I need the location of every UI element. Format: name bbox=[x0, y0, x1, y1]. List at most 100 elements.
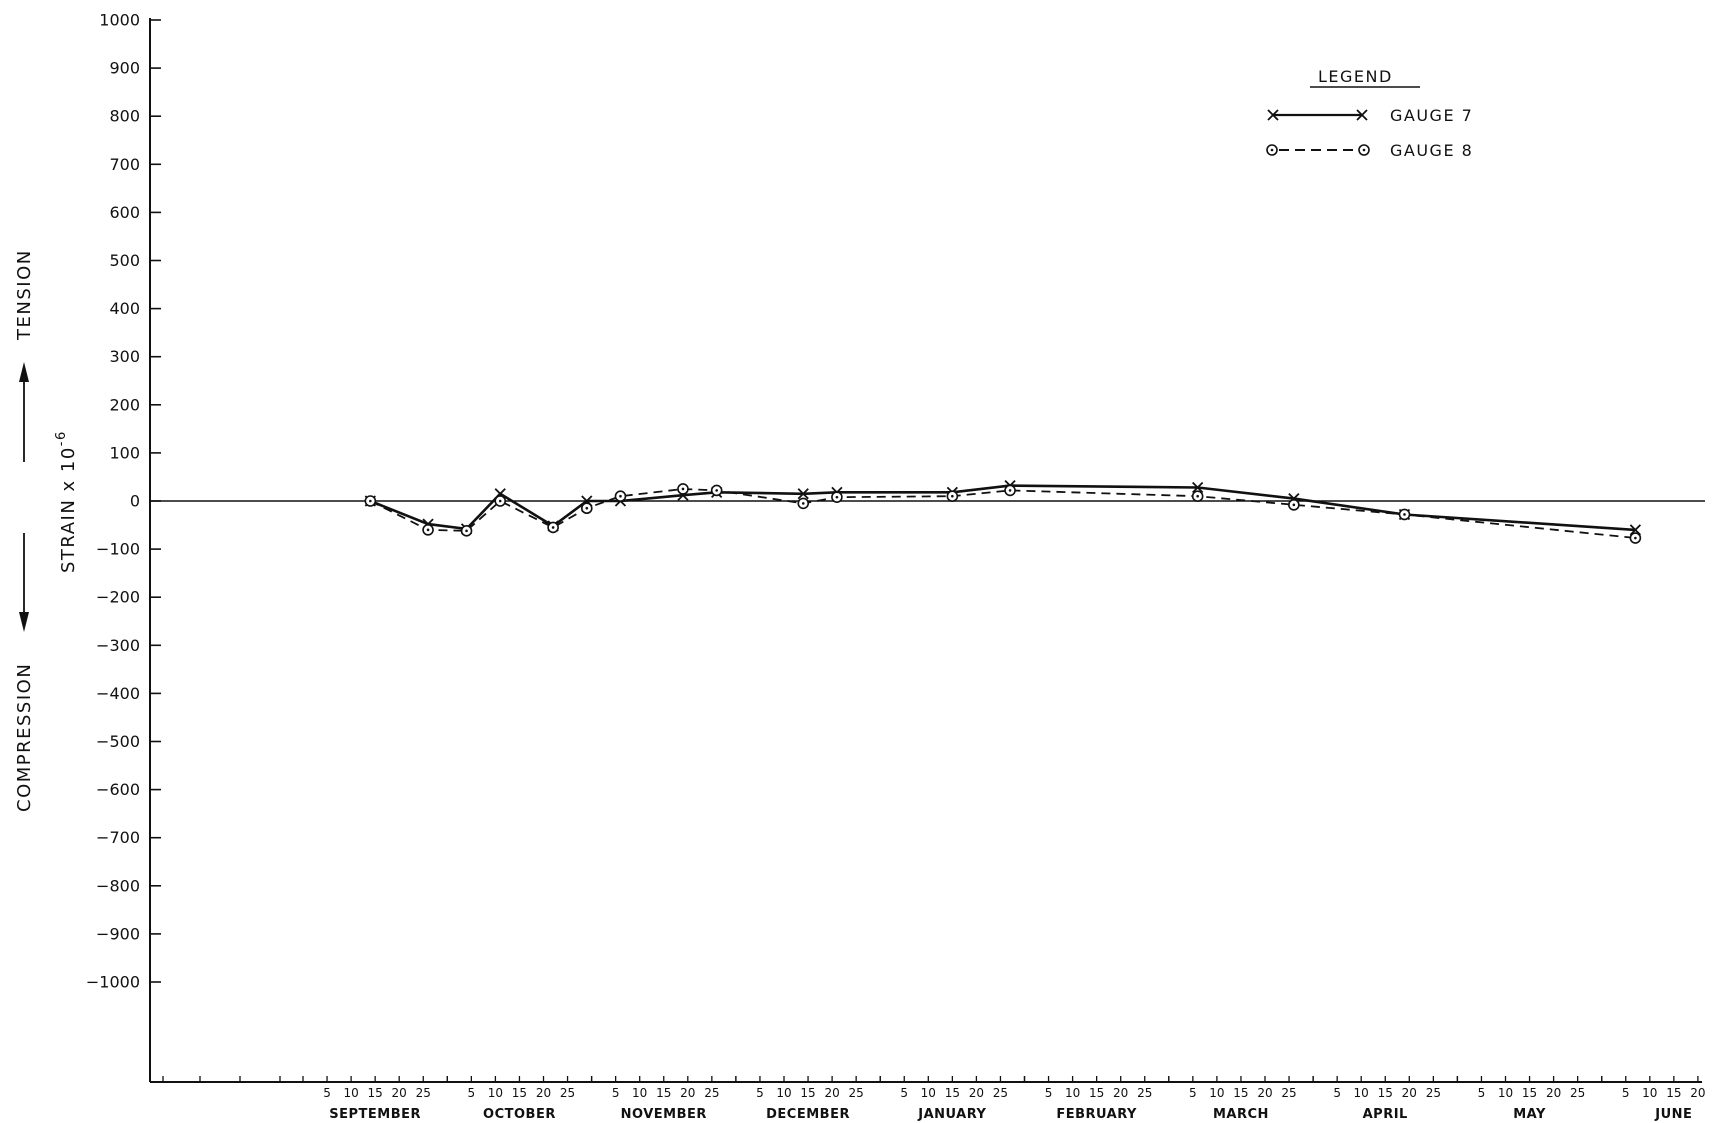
y-axis-title: STRAIN x 10-6 bbox=[54, 430, 79, 573]
x-day-label: 20 bbox=[392, 1086, 407, 1100]
x-day-label: 10 bbox=[488, 1086, 503, 1100]
x-day-label: 25 bbox=[560, 1086, 575, 1100]
month-label: MAY bbox=[1513, 1107, 1546, 1122]
x-day-label: 10 bbox=[1498, 1086, 1513, 1100]
data-point-circle-marker bbox=[831, 491, 843, 503]
legend-circle-marker-icon bbox=[1266, 144, 1370, 156]
y-tick-label: 1000 bbox=[99, 11, 140, 30]
month-labels: SEPTEMBER OCTOBER NOVEMBER DECEMBER JANUARY F… bbox=[329, 1107, 1692, 1122]
legend: LEGEND GAUGE 7 GAUGE 8 bbox=[1266, 67, 1473, 160]
y-tick-label: −200 bbox=[96, 588, 140, 607]
legend-label-gauge-7: GAUGE 7 bbox=[1390, 106, 1473, 125]
data-point-circle-marker bbox=[1288, 499, 1300, 511]
y-tick-label: 900 bbox=[109, 59, 140, 78]
x-day-label: 15 bbox=[1089, 1086, 1104, 1100]
y-tick-label: −400 bbox=[96, 684, 140, 703]
x-day-label: 20 bbox=[1690, 1086, 1705, 1100]
x-day-label: 5 bbox=[1478, 1086, 1486, 1100]
x-day-label: 10 bbox=[1642, 1086, 1657, 1100]
y-tick-label: 700 bbox=[109, 155, 140, 174]
y-tick-label: 500 bbox=[109, 251, 140, 270]
legend-item-gauge-8: GAUGE 8 bbox=[1266, 141, 1473, 160]
data-point-circle-marker bbox=[1398, 508, 1411, 521]
data-point-x-marker bbox=[1192, 481, 1204, 494]
legend-label-gauge-8: GAUGE 8 bbox=[1390, 141, 1473, 160]
month-label: SEPTEMBER bbox=[329, 1107, 421, 1122]
data-point-circle-marker bbox=[494, 495, 507, 507]
x-day-label: 20 bbox=[1402, 1086, 1417, 1100]
data-point-circle-marker bbox=[1004, 484, 1016, 497]
x-day-label: 10 bbox=[776, 1086, 791, 1100]
x-day-label: 15 bbox=[512, 1086, 527, 1100]
data-point-circle-marker bbox=[614, 490, 627, 502]
x-day-label: 15 bbox=[1666, 1086, 1681, 1100]
y-tick-label: −700 bbox=[96, 828, 140, 847]
y-tick-label: 600 bbox=[109, 203, 140, 222]
tension-arrow-icon bbox=[19, 362, 29, 462]
y-tick-label: −300 bbox=[96, 636, 140, 655]
x-day-label: 20 bbox=[824, 1086, 839, 1100]
data-point-circle-marker bbox=[1629, 532, 1642, 544]
x-day-label: 5 bbox=[468, 1086, 476, 1100]
data-point-circle-marker bbox=[710, 484, 723, 497]
legend-item-gauge-7: GAUGE 7 bbox=[1267, 106, 1473, 125]
series-markers bbox=[364, 479, 1642, 544]
y-tick-label: −800 bbox=[96, 876, 140, 895]
x-day-label: 10 bbox=[1065, 1086, 1080, 1100]
x-day-label: 20 bbox=[969, 1086, 984, 1100]
y-tick-label: 0 bbox=[130, 492, 140, 511]
data-point-circle-marker bbox=[797, 497, 810, 510]
x-day-label: 5 bbox=[1622, 1086, 1630, 1100]
data-point-circle-marker bbox=[677, 483, 689, 495]
month-label: JUNE bbox=[1654, 1107, 1692, 1122]
x-day-label: 5 bbox=[1045, 1086, 1053, 1100]
y-tick-label: −1000 bbox=[86, 973, 140, 992]
x-day-label: 20 bbox=[680, 1086, 695, 1100]
month-label: NOVEMBER bbox=[621, 1107, 707, 1122]
y-tick-label: 400 bbox=[109, 299, 140, 318]
data-point-circle-marker bbox=[946, 490, 959, 502]
series-line-gauge-8 bbox=[369, 488, 1636, 539]
data-point-circle-marker bbox=[1191, 490, 1204, 502]
y-tick-label: −900 bbox=[96, 924, 140, 943]
x-day-label: 25 bbox=[993, 1086, 1008, 1100]
y-tick-label: −500 bbox=[96, 732, 140, 751]
x-day-label: 20 bbox=[536, 1086, 551, 1100]
x-day-label: 10 bbox=[921, 1086, 936, 1100]
x-day-label: 15 bbox=[1378, 1086, 1393, 1100]
x-day-label: 10 bbox=[1209, 1086, 1224, 1100]
x-day-label: 5 bbox=[612, 1086, 620, 1100]
tension-label: TENSION bbox=[14, 249, 35, 341]
x-day-label: 20 bbox=[1546, 1086, 1561, 1100]
x-day-label: 15 bbox=[1233, 1086, 1248, 1100]
x-day-label: 15 bbox=[1522, 1086, 1537, 1100]
x-day-label: 5 bbox=[323, 1086, 331, 1100]
data-point-x-marker bbox=[1629, 524, 1642, 536]
data-point-circle-marker bbox=[364, 495, 377, 507]
series-lines bbox=[369, 484, 1636, 539]
month-label: JANUARY bbox=[917, 1107, 986, 1122]
data-point-circle-marker bbox=[422, 524, 434, 536]
month-label: DECEMBER bbox=[766, 1107, 850, 1122]
x-day-label: 25 bbox=[1281, 1086, 1296, 1100]
month-label: MARCH bbox=[1213, 1107, 1269, 1122]
x-day-label: 5 bbox=[1333, 1086, 1341, 1100]
x-day-label: 25 bbox=[1137, 1086, 1152, 1100]
x-day-label: 25 bbox=[1426, 1086, 1441, 1100]
x-day-label: 10 bbox=[632, 1086, 647, 1100]
y-axis-title-exponent: -6 bbox=[54, 430, 69, 446]
x-day-label: 15 bbox=[800, 1086, 815, 1100]
month-label: APRIL bbox=[1363, 1107, 1408, 1122]
x-day-label: 10 bbox=[343, 1086, 358, 1100]
x-day-label: 25 bbox=[416, 1086, 431, 1100]
legend-x-marker-icon bbox=[1267, 109, 1368, 121]
y-tick-label: −100 bbox=[96, 540, 140, 559]
x-day-label: 5 bbox=[1189, 1086, 1197, 1100]
x-day-label: 5 bbox=[900, 1086, 908, 1100]
y-ticks: 10009008007006005004003002001000−100−200… bbox=[86, 11, 161, 992]
x-day-label: 15 bbox=[945, 1086, 960, 1100]
y-tick-label: 200 bbox=[109, 395, 140, 414]
data-point-circle-marker bbox=[580, 502, 593, 515]
x-day-label: 20 bbox=[1257, 1086, 1272, 1100]
compression-label: COMPRESSION bbox=[14, 663, 35, 812]
